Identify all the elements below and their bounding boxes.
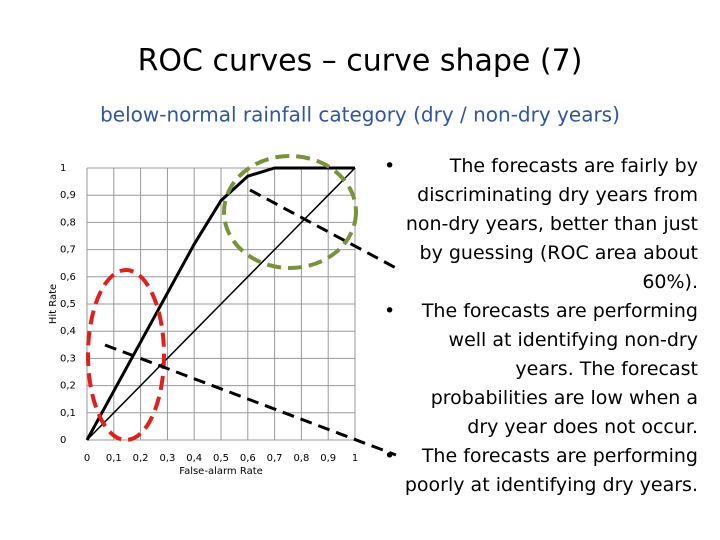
y-tick-label: 1	[60, 163, 66, 174]
x-tick-label: 0,9	[320, 453, 336, 464]
pointer-line	[104, 343, 397, 457]
x-tick-label: 0,5	[213, 453, 229, 464]
x-axis-label: False-alarm Rate	[179, 466, 263, 477]
x-tick-label: 0,4	[186, 453, 202, 464]
x-tick-label: 0,8	[293, 453, 309, 464]
y-tick-label: 0,4	[60, 326, 76, 337]
bullet: The forecasts are fairly by discriminati…	[380, 152, 698, 297]
y-axis-label: Hit Rate	[48, 284, 59, 324]
x-tick-label: 0,1	[106, 453, 122, 464]
series-line	[86, 167, 356, 441]
bullet: The forecasts are performing well at ide…	[380, 297, 698, 442]
y-tick-label: 0,8	[60, 217, 76, 228]
bullet-list: The forecasts are fairly by discriminati…	[380, 152, 698, 500]
series-line	[85, 166, 355, 441]
highlight-ellipse	[222, 154, 358, 270]
y-tick-label: 0,3	[60, 353, 76, 364]
y-tick-label: 0,5	[60, 299, 76, 310]
y-tick-label: 0,7	[60, 245, 76, 256]
y-tick-label: 0	[60, 435, 66, 446]
y-tick-label: 0,6	[60, 272, 76, 283]
highlight-ellipse	[86, 268, 166, 442]
x-tick-label: 0,2	[133, 453, 149, 464]
y-tick-label: 0,9	[60, 190, 76, 201]
y-tick-label: 0,2	[60, 381, 76, 392]
x-tick-label: 1	[352, 453, 358, 464]
slide-title: ROC curves – curve shape (7)	[138, 44, 583, 79]
x-tick-label: 0,7	[267, 453, 283, 464]
x-tick-label: 0	[84, 453, 90, 464]
slide-subtitle: below-normal rainfall category (dry / no…	[100, 103, 620, 127]
bullet: The forecasts are performing poorly at i…	[380, 442, 698, 500]
y-tick-label: 0,1	[60, 408, 76, 419]
pointer-line	[249, 188, 397, 270]
x-tick-label: 0,3	[159, 453, 175, 464]
x-tick-label: 0,6	[240, 453, 256, 464]
